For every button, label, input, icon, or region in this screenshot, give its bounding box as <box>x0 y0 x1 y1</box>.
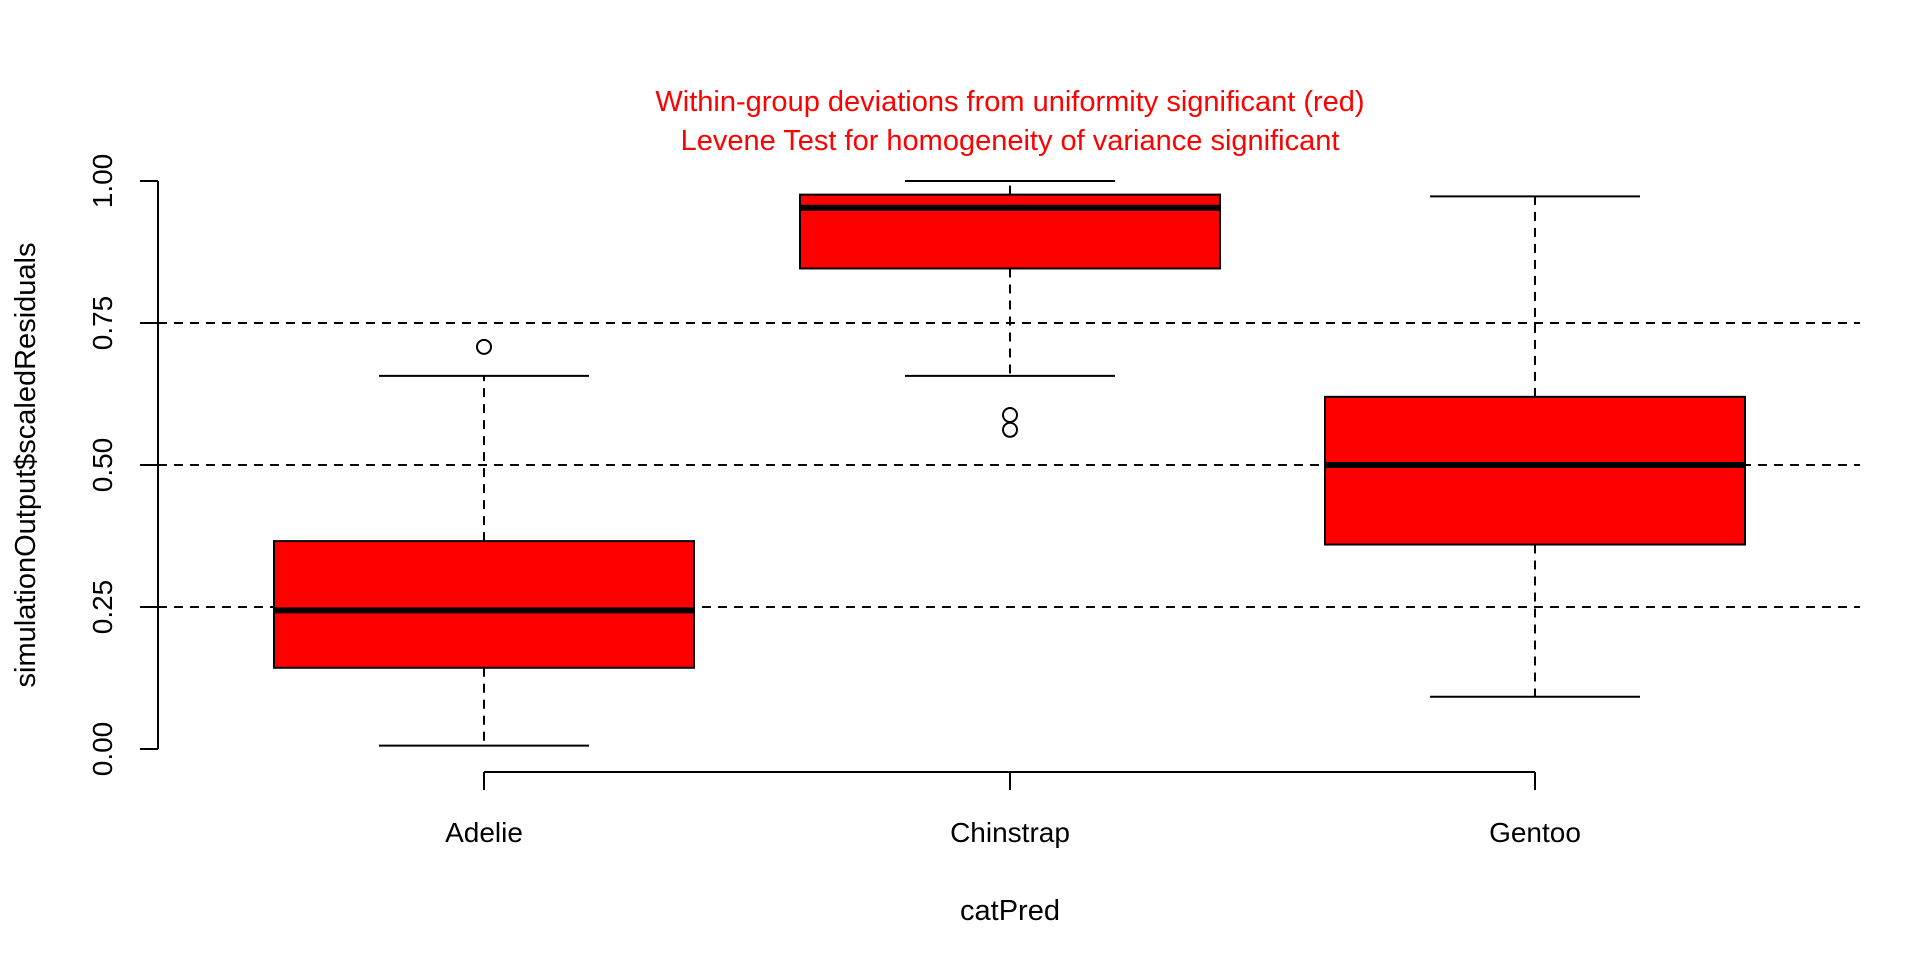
chart-title-line-2: Levene Test for homogeneity of variance … <box>681 125 1340 157</box>
y-axis: 0.00 0.25 0.50 0.75 1.00 <box>87 154 159 777</box>
box-group-adelie <box>273 338 695 747</box>
y-tick-label: 0.50 <box>87 438 118 493</box>
y-axis-label: simulationOutput$scaledResiduals <box>10 243 42 688</box>
outlier-point <box>1002 407 1018 424</box>
chart-title: Within-group deviations from uniformity … <box>655 86 1364 157</box>
box-iqr <box>273 540 695 669</box>
box-series <box>273 180 1746 747</box>
outlier-point <box>1002 421 1018 438</box>
y-tick-label: 1.00 <box>87 154 118 209</box>
box-group-gentoo <box>1324 195 1746 698</box>
y-tick-label: 0.25 <box>87 580 118 635</box>
y-tick-label: 0.00 <box>87 722 118 777</box>
x-axis-label: catPred <box>960 895 1060 927</box>
chart-title-line-1: Within-group deviations from uniformity … <box>655 86 1364 118</box>
x-tick-label: Adelie <box>445 817 523 848</box>
x-tick-label: Chinstrap <box>950 817 1070 848</box>
box-iqr <box>1324 395 1746 546</box>
y-tick-label: 0.75 <box>87 296 118 351</box>
x-tick-label: Gentoo <box>1489 817 1581 848</box>
outlier-point <box>476 338 492 355</box>
box-group-chinstrap <box>799 180 1221 438</box>
x-axis: Adelie Chinstrap Gentoo <box>445 771 1581 848</box>
